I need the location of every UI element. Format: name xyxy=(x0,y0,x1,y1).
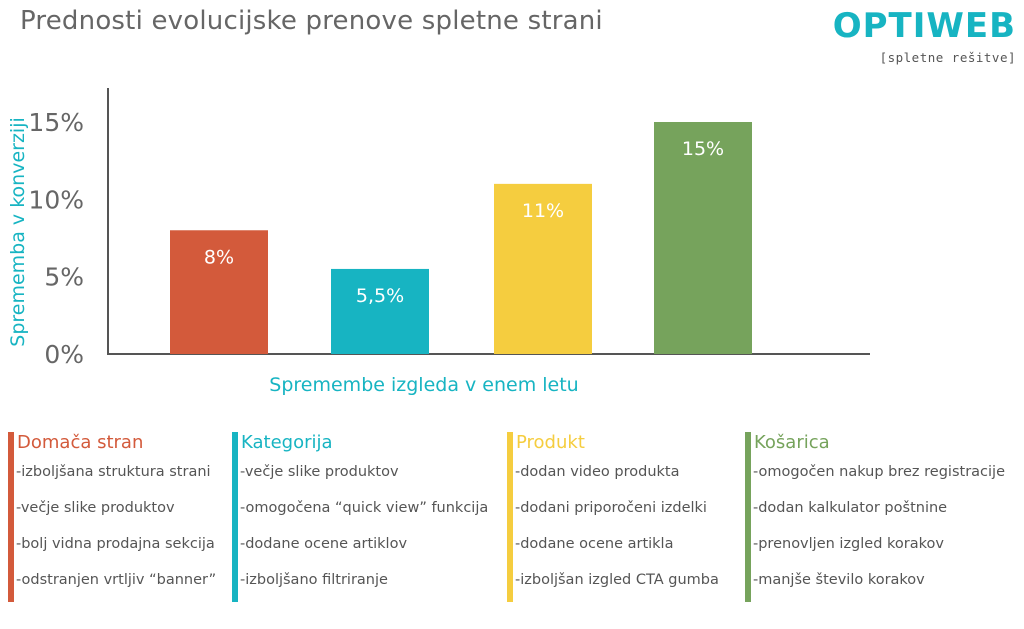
legend-column-domaca-stran: Domača stran -izboljšana struktura stran… xyxy=(8,432,264,602)
legend-item: -večje slike produktov xyxy=(240,464,399,480)
legend-item: -omogočena “quick view” funkcija xyxy=(240,500,489,516)
legend-item: -izboljšano filtriranje xyxy=(240,572,388,588)
legend-column-produkt: Produkt -dodan video produkta -dodani pr… xyxy=(507,432,763,602)
legend-heading: Produkt xyxy=(516,432,585,453)
legend-column-kategorija: Kategorija -večje slike produktov -omogo… xyxy=(232,432,488,602)
legend-item: -dodane ocene artikla xyxy=(515,536,674,552)
legend-item: -večje slike produktov xyxy=(16,500,175,516)
legend-item: -omogočen nakup brez registracije xyxy=(753,464,1005,480)
data-label: 5,5% xyxy=(356,285,404,307)
legend-item: -dodan video produkta xyxy=(515,464,680,480)
y-tick-label: 0% xyxy=(44,340,84,369)
logo-subtitle: [spletne rešitve] xyxy=(879,50,1016,65)
bar xyxy=(654,122,752,354)
page-title: Prednosti evolucijske prenove spletne st… xyxy=(20,6,603,36)
legend-heading: Domača stran xyxy=(17,432,144,453)
bar xyxy=(494,183,592,354)
legend-item: -dodan kalkulator poštnine xyxy=(753,500,948,516)
logo-wordmark: OPTIWEB xyxy=(832,6,1016,46)
bar xyxy=(170,230,268,354)
bar xyxy=(331,268,429,354)
legend-column-kosarica: Košarica -omogočen nakup brez registraci… xyxy=(745,432,1021,602)
data-label: 11% xyxy=(522,200,564,222)
data-label: 8% xyxy=(204,246,234,268)
legend-item: -prenovljen izgled korakov xyxy=(753,536,944,552)
y-axis-title: Sprememba v konverziji xyxy=(7,117,29,346)
data-label: 15% xyxy=(682,138,724,160)
legend-heading: Kategorija xyxy=(241,432,333,453)
legend-item: -odstranjen vrtljiv “banner” xyxy=(16,572,217,588)
legend-item: -dodani priporočeni izdelki xyxy=(515,500,707,516)
y-tick-label: 5% xyxy=(44,263,84,292)
bar-chart: 0%5%10%15%8%5,5%11%15%Sprememba v konver… xyxy=(7,88,870,396)
optiweb-logo: OPTIWEB [spletne rešitve] xyxy=(833,6,1018,70)
legend-heading: Košarica xyxy=(754,432,830,453)
legend-item: -manjše število korakov xyxy=(753,572,925,588)
legend-item: -izboljšan izgled CTA gumba xyxy=(515,572,719,588)
x-axis-title: Spremembe izgleda v enem letu xyxy=(269,374,578,396)
legend-item: -izboljšana struktura strani xyxy=(16,464,211,480)
legend-item: -bolj vidna prodajna sekcija xyxy=(16,536,215,552)
legend-item: -dodane ocene artiklov xyxy=(240,536,408,552)
y-tick-label: 15% xyxy=(28,108,84,137)
y-tick-label: 10% xyxy=(28,185,84,214)
